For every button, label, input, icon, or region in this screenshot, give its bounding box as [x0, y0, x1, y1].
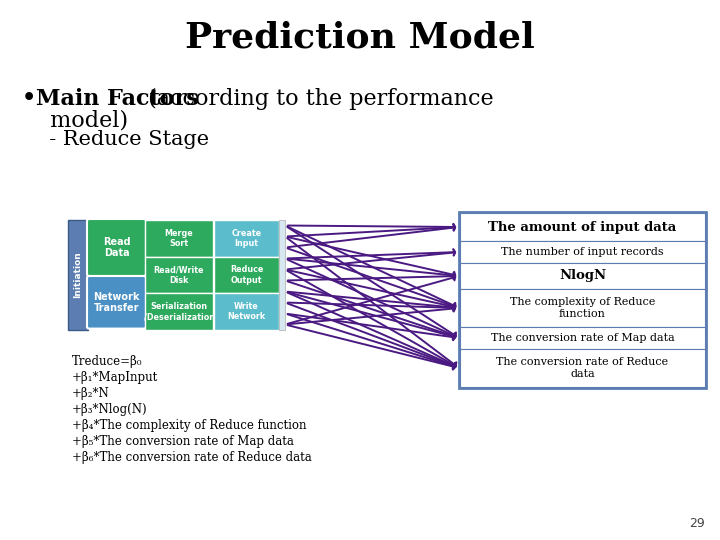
Text: Merge
Sort: Merge Sort: [165, 228, 194, 248]
Text: (according to the performance: (according to the performance: [141, 88, 494, 110]
Text: Main Factors: Main Factors: [36, 88, 199, 110]
Text: Serialization
/Deserialization: Serialization /Deserialization: [143, 302, 215, 321]
FancyBboxPatch shape: [460, 263, 705, 289]
FancyBboxPatch shape: [87, 276, 146, 329]
Text: Read
Data: Read Data: [103, 237, 130, 258]
FancyBboxPatch shape: [279, 220, 285, 330]
FancyBboxPatch shape: [460, 289, 705, 327]
Text: The complexity of Reduce
function: The complexity of Reduce function: [510, 297, 655, 319]
FancyBboxPatch shape: [460, 349, 705, 387]
Text: Treduce=β₀: Treduce=β₀: [72, 355, 143, 368]
Text: The conversion rate of Reduce
data: The conversion rate of Reduce data: [496, 357, 669, 379]
Text: The amount of input data: The amount of input data: [488, 220, 677, 233]
FancyBboxPatch shape: [460, 241, 705, 263]
Text: Create
Input: Create Input: [231, 228, 261, 248]
FancyBboxPatch shape: [214, 293, 279, 330]
Text: - Reduce Stage: - Reduce Stage: [36, 130, 209, 149]
FancyBboxPatch shape: [460, 327, 705, 349]
FancyBboxPatch shape: [214, 220, 279, 256]
Text: +β₄*The complexity of Reduce function: +β₄*The complexity of Reduce function: [72, 419, 307, 432]
Text: +β₆*The conversion rate of Reduce data: +β₆*The conversion rate of Reduce data: [72, 451, 312, 464]
Text: 29: 29: [689, 517, 705, 530]
FancyBboxPatch shape: [145, 293, 213, 330]
Text: +β₂*N: +β₂*N: [72, 387, 109, 400]
FancyBboxPatch shape: [214, 256, 279, 293]
Text: Initiation: Initiation: [73, 252, 83, 299]
Text: Reduce
Output: Reduce Output: [230, 265, 264, 285]
FancyBboxPatch shape: [145, 220, 213, 256]
FancyBboxPatch shape: [459, 212, 706, 388]
Text: Write
Network: Write Network: [228, 302, 266, 321]
Text: NlogN: NlogN: [559, 269, 606, 282]
FancyBboxPatch shape: [68, 220, 88, 330]
Text: Read/Write
Disk: Read/Write Disk: [154, 265, 204, 285]
Text: +β₁*MapInput: +β₁*MapInput: [72, 371, 158, 384]
FancyBboxPatch shape: [145, 256, 213, 293]
Text: Prediction Model: Prediction Model: [185, 21, 535, 55]
Text: +β₃*Nlog(N): +β₃*Nlog(N): [72, 403, 148, 416]
Text: model): model): [36, 109, 128, 131]
Text: •: •: [22, 88, 36, 108]
Text: +β₅*The conversion rate of Map data: +β₅*The conversion rate of Map data: [72, 435, 294, 448]
Text: The conversion rate of Map data: The conversion rate of Map data: [490, 333, 675, 343]
FancyBboxPatch shape: [460, 213, 705, 241]
FancyBboxPatch shape: [87, 219, 146, 276]
Text: The number of input records: The number of input records: [501, 247, 664, 257]
Text: Network
Transfer: Network Transfer: [94, 292, 140, 313]
